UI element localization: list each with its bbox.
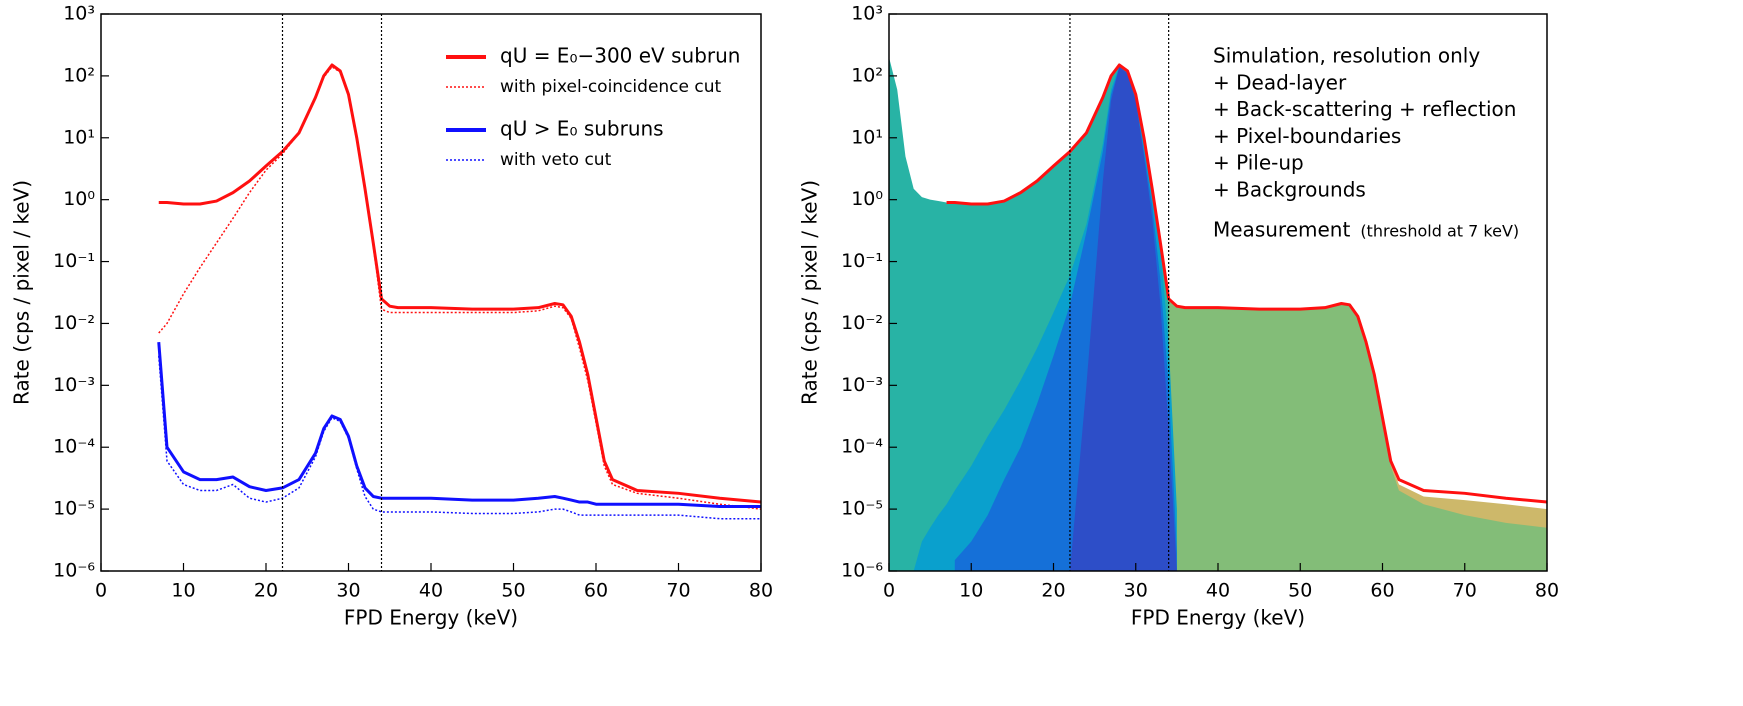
plot-area (889, 57, 1547, 571)
x-tick-label: 0 (883, 580, 895, 602)
legend-label: qU = E₀−300 eV subrun (500, 44, 740, 68)
y-tick-label: 10¹ (63, 126, 95, 148)
y-tick-label: 10⁻² (841, 312, 883, 334)
x-tick-label: 50 (501, 580, 525, 602)
x-tick-label: 60 (1370, 580, 1394, 602)
y-tick-label: 10⁻¹ (53, 250, 95, 272)
x-tick-label: 80 (1535, 580, 1559, 602)
legend-label: with veto cut (500, 150, 612, 170)
x-tick-label: 30 (1124, 580, 1148, 602)
y-tick-label: 10⁻² (53, 312, 95, 334)
x-tick-label: 20 (254, 580, 278, 602)
legend-label: + Pixel-boundaries (1213, 124, 1401, 148)
panel: 0 10 20 30 40 50 60 70 80 10⁻⁶ 10⁻⁵ 10⁻⁴ 10⁻³ 10⁻² 10⁻… (798, 3, 1560, 630)
y-tick-label: 10⁻³ (841, 374, 883, 396)
x-tick-label: 40 (1206, 580, 1230, 602)
y-tick-label: 10⁻⁵ (841, 498, 883, 520)
y-tick-label: 10⁻³ (53, 374, 95, 396)
legend-label: with pixel-coincidence cut (500, 77, 722, 97)
y-tick-label: 10⁻⁴ (53, 436, 95, 458)
y-tick-label: 10⁰ (851, 188, 883, 210)
x-tick-label: 70 (666, 580, 690, 602)
legend-label: + Pile-up (1213, 151, 1304, 175)
x-tick-label: 50 (1288, 580, 1312, 602)
x-tick-label: 10 (959, 580, 983, 602)
x-tick-label: 10 (171, 580, 195, 602)
y-tick-label: 10¹ (851, 126, 883, 148)
y-tick-label: 10⁰ (63, 188, 95, 210)
x-tick-label: 20 (1041, 580, 1065, 602)
x-tick-label: 30 (336, 580, 360, 602)
y-tick-label: 10³ (63, 3, 95, 25)
line (158, 66, 761, 510)
plot-area (157, 63, 761, 520)
legend-label: + Backgrounds (1213, 178, 1366, 202)
legend-label: qU > E₀ subruns (500, 117, 664, 141)
legend-label: Simulation, resolution only (1213, 44, 1480, 68)
y-axis-label: Rate (cps / pixel / keV) (10, 180, 34, 405)
x-tick-label: 80 (749, 580, 773, 602)
legend-label: + Dead-layer (1213, 70, 1347, 94)
area (1069, 66, 1177, 571)
y-tick-label: 10⁻⁶ (841, 560, 883, 582)
line (157, 341, 761, 509)
y-tick-label: 10⁻⁶ (53, 560, 95, 582)
area (1160, 242, 1547, 571)
y-tick-label: 10⁻⁴ (841, 436, 883, 458)
x-tick-label: 40 (419, 580, 443, 602)
x-tick-label: 0 (95, 580, 107, 602)
panel: 0 10 20 30 40 50 60 70 80 10⁻⁶ 10⁻⁵ 10⁻⁴ 10⁻³ 10⁻² 10⁻… (10, 3, 774, 630)
annotation: (threshold at 7 keV) (1360, 221, 1519, 240)
legend-label: Measurement (1213, 217, 1350, 241)
y-tick-label: 10⁻¹ (841, 250, 883, 272)
y-tick-label: 10⁻⁵ (53, 498, 95, 520)
y-axis-label: Rate (cps / pixel / keV) (798, 180, 822, 405)
x-tick-label: 70 (1453, 580, 1477, 602)
x-axis-label: FPD Energy (keV) (1131, 606, 1305, 630)
legend-label: + Back-scattering + reflection (1213, 97, 1516, 121)
y-tick-label: 10² (63, 64, 95, 86)
y-tick-label: 10² (851, 64, 883, 86)
plot-frame (100, 13, 762, 572)
x-axis-label: FPD Energy (keV) (344, 606, 518, 630)
x-tick-label: 60 (584, 580, 608, 602)
y-tick-label: 10³ (851, 3, 883, 25)
